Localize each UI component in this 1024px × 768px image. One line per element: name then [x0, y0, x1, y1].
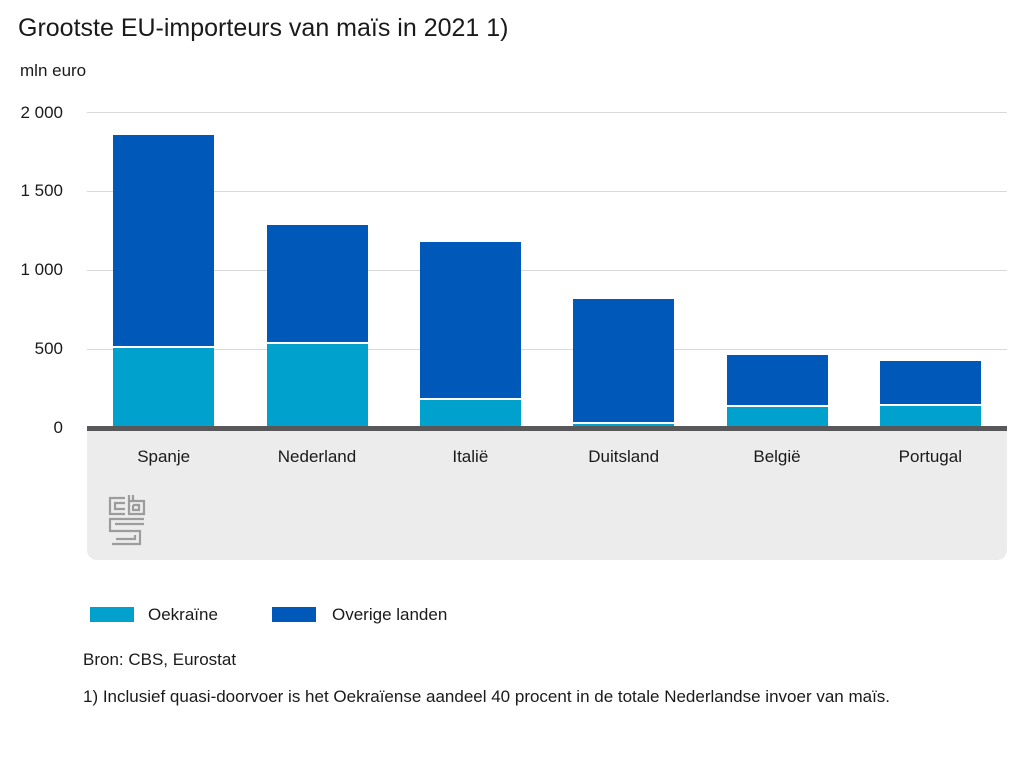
footnote: 1) Inclusief quasi-doorvoer is het Oekra…: [83, 687, 891, 706]
gridline-500: [87, 348, 1007, 350]
cbs-logo-c: [108, 496, 125, 516]
cbs-logo-s-inner-bottom: [116, 535, 137, 541]
bar-italie-oekraine[interactable]: [419, 400, 521, 428]
y-tick-label-500: 500: [34, 339, 63, 359]
bar-portugal-oekraine[interactable]: [879, 405, 981, 428]
legend-swatch-overige-landen: [272, 607, 316, 622]
x-axis-label-spanje: Spanje: [137, 447, 191, 466]
bar-portugal-overige-landen[interactable]: [879, 360, 981, 406]
gridline-1000: [87, 269, 1007, 271]
legend-label-oekraine: Oekraïne: [148, 605, 218, 624]
y-tick-label-0: 0: [53, 418, 63, 437]
legend-swatch-oekraine: [90, 607, 134, 622]
gridline-1500: [87, 190, 1007, 192]
x-axis-label-portugal: Portugal: [898, 447, 962, 466]
x-axis-label-duitsland: Duitsland: [588, 447, 660, 466]
cbs-logo-s: [108, 517, 144, 546]
cbs-logo: [108, 495, 146, 546]
bar-belgie-oekraine[interactable]: [726, 406, 828, 428]
y-tick-label-1000: 1 000: [20, 260, 63, 280]
chart-title: Grootste EU-importeurs van maïs in 2021 …: [18, 14, 509, 42]
bar-nederland-oekraine[interactable]: [266, 344, 368, 428]
y-tick-label-2000: 2 000: [20, 102, 63, 122]
y-tick-label-1500: 1 500: [20, 181, 63, 201]
bar-nederland-overige-landen[interactable]: [266, 225, 368, 345]
bar-duitsland-overige-landen[interactable]: [573, 299, 675, 425]
x-axis-label-nederland: Nederland: [277, 447, 357, 466]
cbs-logo-b: [127, 495, 146, 516]
bar-italie-overige-landen[interactable]: [419, 241, 521, 401]
cbs-logo-c-inner: [113, 501, 125, 511]
bar-spanje-overige-landen[interactable]: [113, 135, 215, 349]
gridline-2000: [87, 112, 1007, 113]
source-note: Bron: CBS, Eurostat: [83, 650, 237, 669]
y-axis-unit-label: mln euro: [20, 61, 87, 80]
x-axis-label-belgie: België: [753, 447, 801, 466]
x-axis-label-italie: Italië: [452, 447, 489, 466]
bar-spanje-oekraine[interactable]: [113, 348, 215, 428]
legend-label-overige-landen: Overige landen: [332, 605, 448, 624]
x-axis-line: [87, 426, 1007, 431]
bar-belgie-overige-landen[interactable]: [726, 354, 828, 407]
cbs-logo-b-bowl: [131, 503, 141, 512]
x-axis-band: [87, 431, 1007, 560]
